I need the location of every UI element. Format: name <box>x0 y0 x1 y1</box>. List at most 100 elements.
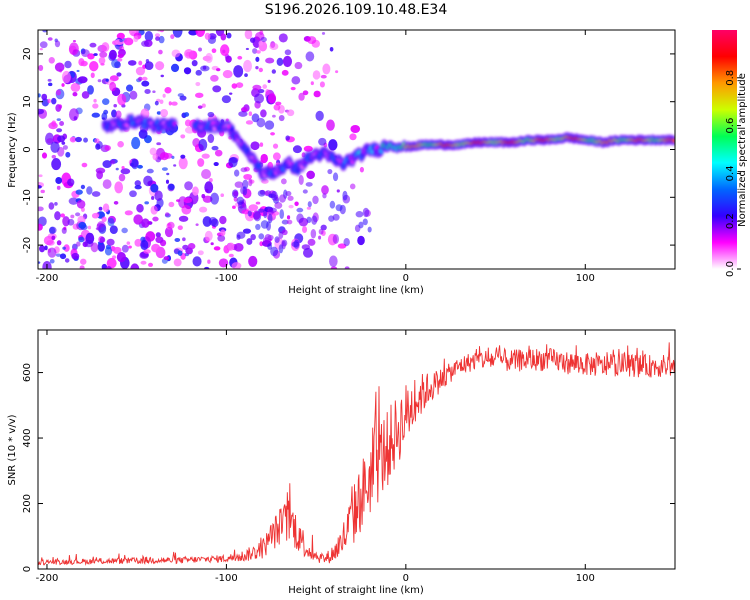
heatmap-noise-blob <box>115 167 119 171</box>
x-tick-label: 100 <box>576 573 595 584</box>
y-tick-label: 200 <box>22 494 33 513</box>
ridge-branch-blob <box>343 237 350 247</box>
heatmap-noise-blob <box>198 138 208 151</box>
heatmap-noise-blob <box>255 56 260 62</box>
heatmap-noise-blob <box>214 149 223 157</box>
heatmap-noise-blob <box>150 183 159 193</box>
heatmap-noise-blob <box>41 93 48 101</box>
heatmap-noise-blob <box>121 227 128 234</box>
heatmap-noise-blob <box>177 250 183 256</box>
heatmap-noise-blob <box>47 37 53 41</box>
ridge-branch-blob <box>312 195 319 205</box>
colorbar-ramp <box>712 30 737 269</box>
heatmap-noise-blob <box>359 166 365 173</box>
heatmap-noise-blob <box>234 181 244 188</box>
heatmap-noise-blob <box>231 262 242 269</box>
ridge-branch-blob <box>322 193 327 199</box>
heatmap-noise-blob <box>164 212 170 217</box>
heatmap-noise-blob <box>54 211 61 221</box>
heatmap-noise-blob <box>229 92 233 95</box>
heatmap-noise-blob <box>220 229 226 237</box>
heatmap-noise-blob <box>97 79 102 83</box>
heatmap-noise-blob <box>85 232 95 245</box>
ridge-branch-blob <box>280 178 287 185</box>
heatmap-noise-blob <box>152 216 159 222</box>
heatmap-noise-blob <box>77 76 88 84</box>
heatmap-noise-blob <box>143 249 151 254</box>
heatmap-noise-blob <box>236 231 246 239</box>
heatmap-noise-blob <box>141 80 150 87</box>
ridge-branch-blob <box>327 168 333 175</box>
heatmap-noise-blob <box>330 266 338 269</box>
heatmap-noise-blob <box>112 255 117 259</box>
heatmap-noise-blob <box>61 83 65 87</box>
ridge-branch-blob <box>358 221 364 229</box>
ridge-branch-blob <box>234 169 240 177</box>
heatmap-noise-blob <box>129 190 137 198</box>
heatmap-noise-blob <box>134 180 141 187</box>
heatmap-noise-blob <box>124 210 133 216</box>
heatmap-noise-blob <box>105 78 109 82</box>
heatmap-noise-blob <box>48 82 53 87</box>
heatmap-noise-blob <box>336 189 340 193</box>
heatmap-noise-blob <box>49 226 57 234</box>
heatmap-noise-blob <box>160 108 169 118</box>
heatmap-noise-blob <box>303 145 313 152</box>
ridge-branch-blob <box>278 244 284 254</box>
heatmap-noise-blob <box>154 33 161 38</box>
snr-frame <box>37 329 676 570</box>
ridge-branch-blob <box>248 178 253 187</box>
heatmap-noise-blob <box>260 109 267 118</box>
heatmap-noise-blob <box>99 51 108 58</box>
heatmap-noise-blob <box>211 48 217 54</box>
heatmap-noise-blob <box>292 145 302 154</box>
heatmap-noise-blob <box>273 104 281 111</box>
heatmap-noise-blob <box>133 35 139 43</box>
heatmap-noise-blob <box>116 72 122 77</box>
heatmap-noise-blob <box>158 35 165 44</box>
ridge-branch-blob <box>270 246 279 257</box>
ridge-branch-blob <box>281 239 288 247</box>
y-tick-label: 0 <box>22 146 33 152</box>
heatmap-noise-blob <box>174 237 181 242</box>
heatmap-noise-blob <box>127 60 137 66</box>
heatmap-noise-blob <box>117 57 123 62</box>
heatmap-noise-blob <box>217 234 226 242</box>
heatmap-noise-blob <box>220 44 230 56</box>
heatmap-noise-blob <box>182 244 189 250</box>
heatmap-noise-blob <box>128 245 132 249</box>
colorbar-tick-label: 0.0 <box>725 261 736 277</box>
heatmap-noise-blob <box>249 37 256 43</box>
heatmap-noise-blob <box>64 258 70 263</box>
heatmap-noise-blob <box>207 111 215 118</box>
x-tick-label: 0 <box>403 573 409 584</box>
heatmap-noise-blob <box>291 76 301 85</box>
heatmap-noise-blob <box>102 160 112 168</box>
heatmap-noise-blob <box>102 203 110 213</box>
heatmap-noise-blob <box>87 225 92 230</box>
heatmap-noise-blob <box>321 185 329 195</box>
ridge-branch-blob <box>329 200 336 209</box>
heatmap-noise-blob <box>51 120 57 127</box>
ridge-branch-blob <box>267 243 273 250</box>
heatmap-noise-blob <box>272 114 276 118</box>
heatmap-noise-blob <box>335 70 339 74</box>
heatmap-noise-blob <box>165 179 170 184</box>
heatmap-noise-blob <box>211 145 219 151</box>
heatmap-blobs <box>38 30 675 269</box>
heatmap-noise-blob <box>92 103 99 109</box>
heatmap-noise-blob <box>141 76 148 81</box>
heatmap-noise-blob <box>281 69 289 76</box>
heatmap-noise-blob <box>62 246 66 250</box>
heatmap-noise-blob <box>56 128 63 133</box>
heatmap-noise-blob <box>68 197 79 205</box>
heatmap-noise-blob <box>146 168 154 174</box>
heatmap-noise-blob <box>116 251 126 263</box>
heatmap-noise-blob <box>101 42 110 52</box>
heatmap-noise-blob <box>155 61 165 71</box>
heatmap-noise-blob <box>150 205 158 215</box>
heatmap-noise-blob <box>245 47 249 51</box>
colorbar-tick-label: 0.8 <box>725 70 736 86</box>
ridge-branch-blob <box>242 186 248 196</box>
heatmap-noise-blob <box>134 238 142 247</box>
